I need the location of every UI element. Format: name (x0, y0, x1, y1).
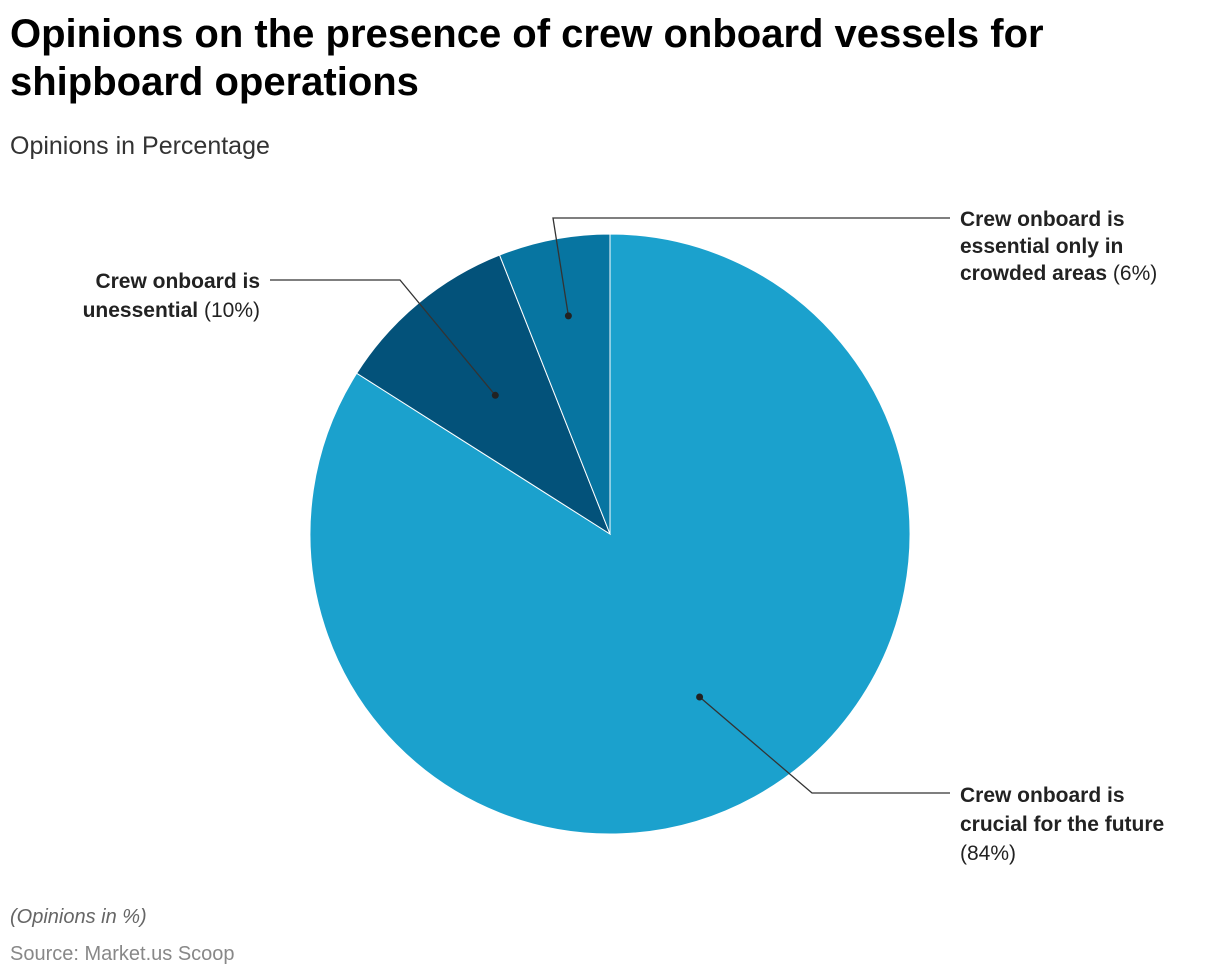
slice-label-name: Crew onboard is (960, 208, 1125, 231)
slice-label: Crew onboard is unessential (10%) (83, 270, 260, 322)
slice-labels: Crew onboard is crucial for the future (84… (83, 208, 1165, 865)
slice-value-label: (84%) (960, 842, 1016, 865)
leader-lines (270, 217, 950, 794)
slice-label: Crew onboard is crucial for the future (84… (960, 784, 1164, 865)
slice-label-name: crucial for the future (960, 813, 1164, 836)
slice-label-name: unessential (83, 299, 199, 322)
chart-subtitle: Opinions in Percentage (10, 132, 270, 160)
leader-dot (491, 391, 499, 399)
pie-slice (309, 233, 911, 835)
slice-label-name: Crew onboard is (95, 270, 260, 293)
pie-slice (498, 233, 611, 535)
slice-label-name: Crew onboard is (960, 784, 1125, 807)
leader-dot (564, 312, 572, 320)
leader-dot (696, 693, 704, 701)
pie-chart: Crew onboard is crucial for the future (84… (83, 208, 1165, 865)
chart-source: Source: Market.us Scoop (10, 943, 235, 965)
leader-line (699, 696, 950, 794)
slice-label: Crew onboard is essential only in crowded … (960, 208, 1157, 285)
slice-value-label: (10%) (198, 299, 260, 322)
slice-label-name: crowded areas (960, 262, 1107, 285)
leader-line (552, 217, 950, 317)
chart-footnote: (Opinions in %) (10, 906, 147, 928)
chart-title: Opinions on the presence of crew onboard… (10, 12, 1044, 104)
slice-label-name: essential only in (960, 235, 1123, 258)
leader-line (270, 279, 496, 396)
slice-value-label: (6%) (1107, 262, 1157, 285)
pie-slices (309, 233, 911, 835)
